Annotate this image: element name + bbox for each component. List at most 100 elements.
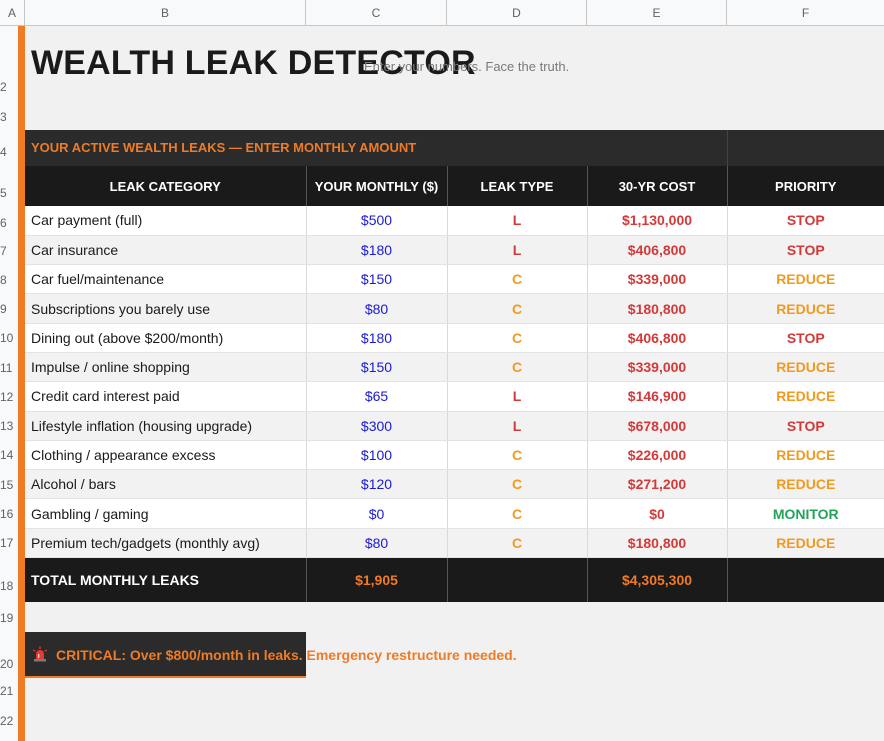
total-type-cell[interactable] [447,557,588,602]
leak-type-cell[interactable]: L [447,235,588,266]
page-subtitle[interactable]: Enter your numbers. Face the truth. [364,59,570,74]
row-header[interactable]: 6 [0,216,7,230]
total-label[interactable]: TOTAL MONTHLY LEAKS [25,557,307,602]
monthly-amount-cell[interactable]: $150 [306,352,448,383]
leak-category-cell[interactable]: Lifestyle inflation (housing upgrade) [25,411,307,441]
row-header[interactable]: 10 [0,331,14,345]
alert-box[interactable] [25,632,306,678]
leak-category-cell[interactable]: Impulse / online shopping [25,352,307,383]
leak-category-cell[interactable]: Clothing / appearance excess [25,440,307,471]
thirty-year-cost-cell[interactable]: $678,000 [587,411,728,441]
priority-cell[interactable]: STOP [727,206,884,236]
total-30yr-cost[interactable]: $4,305,300 [587,557,728,602]
row-header[interactable]: 2 [0,80,7,94]
column-header-d[interactable]: D [447,0,587,26]
priority-cell[interactable]: REDUCE [727,381,884,412]
column-header-c[interactable]: C [306,0,447,26]
column-header-f[interactable]: F [801,6,810,20]
row-header[interactable]: 4 [0,145,7,159]
column-header-e[interactable]: E [587,0,727,26]
header-leak-category[interactable]: LEAK CATEGORY [25,166,307,206]
thirty-year-cost-cell[interactable]: $180,800 [587,293,728,324]
total-monthly[interactable]: $1,905 [306,557,448,602]
row-header[interactable]: 15 [0,478,14,492]
leak-type-cell[interactable]: L [447,206,588,236]
leak-type-cell[interactable]: C [447,264,588,295]
header-priority[interactable]: PRIORITY [727,166,884,206]
priority-cell[interactable]: REDUCE [727,469,884,500]
row-header[interactable]: 12 [0,390,14,404]
leak-type-cell[interactable]: L [447,411,588,441]
leak-category-cell[interactable]: Alcohol / bars [25,469,307,500]
thirty-year-cost-cell[interactable]: $406,800 [587,235,728,266]
leak-type-cell[interactable]: C [447,440,588,471]
monthly-amount-cell[interactable]: $65 [306,381,448,412]
alert-message[interactable]: CRITICAL: Over $800/month in leaks. Emer… [56,647,517,663]
thirty-year-cost-cell[interactable]: $339,000 [587,264,728,295]
row-header[interactable]: 5 [0,186,7,200]
leak-type-cell[interactable]: C [447,352,588,383]
leak-category-cell[interactable]: Gambling / gaming [25,498,307,529]
priority-cell[interactable]: REDUCE [727,528,884,559]
leak-category-cell[interactable]: Dining out (above $200/month) [25,323,307,353]
leak-type-cell[interactable]: C [447,528,588,559]
thirty-year-cost-cell[interactable]: $180,800 [587,528,728,559]
leak-category-cell[interactable]: Premium tech/gadgets (monthly avg) [25,528,307,559]
row-header[interactable]: 18 [0,579,14,593]
monthly-amount-cell[interactable]: $80 [306,528,448,559]
monthly-amount-cell[interactable]: $120 [306,469,448,500]
monthly-amount-cell[interactable]: $0 [306,498,448,529]
monthly-amount-cell[interactable]: $150 [306,264,448,295]
thirty-year-cost-cell[interactable]: $146,900 [587,381,728,412]
monthly-amount-cell[interactable]: $100 [306,440,448,471]
priority-cell[interactable]: MONITOR [727,498,884,529]
leak-type-cell[interactable]: C [447,323,588,353]
thirty-year-cost-cell[interactable]: $339,000 [587,352,728,383]
header-30yr-cost[interactable]: 30-YR COST [587,166,728,206]
leak-category-cell[interactable]: Car insurance [25,235,307,266]
priority-cell[interactable]: REDUCE [727,264,884,295]
priority-cell[interactable]: STOP [727,235,884,266]
row-header[interactable]: 3 [0,110,7,124]
thirty-year-cost-cell[interactable]: $271,200 [587,469,728,500]
priority-cell[interactable]: STOP [727,323,884,353]
row-header[interactable]: 8 [0,273,7,287]
column-header-b[interactable]: B [25,0,306,26]
row-header[interactable]: 11 [0,361,13,375]
leak-type-cell[interactable]: C [447,293,588,324]
leak-category-cell[interactable]: Car payment (full) [25,206,307,236]
header-monthly[interactable]: YOUR MONTHLY ($) [306,166,448,206]
row-header[interactable]: 16 [0,507,14,521]
column-header-a[interactable]: A [0,0,25,26]
thirty-year-cost-cell[interactable]: $0 [587,498,728,529]
leak-category-cell[interactable]: Subscriptions you barely use [25,293,307,324]
row-header[interactable]: 13 [0,419,14,433]
monthly-amount-cell[interactable]: $300 [306,411,448,441]
leak-category-cell[interactable]: Car fuel/maintenance [25,264,307,295]
thirty-year-cost-cell[interactable]: $226,000 [587,440,728,471]
priority-cell[interactable]: STOP [727,411,884,441]
page-title[interactable]: WEALTH LEAK DETECTOR [31,44,476,82]
priority-cell[interactable]: REDUCE [727,293,884,324]
monthly-amount-cell[interactable]: $500 [306,206,448,236]
row-header[interactable]: 9 [0,302,7,316]
row-header[interactable]: 21 [0,684,14,698]
row-header[interactable]: 19 [0,611,14,625]
thirty-year-cost-cell[interactable]: $406,800 [587,323,728,353]
priority-cell[interactable]: REDUCE [727,352,884,383]
row-header[interactable]: 20 [0,657,14,671]
leak-type-cell[interactable]: C [447,469,588,500]
row-header[interactable]: 14 [0,448,14,462]
row-header[interactable]: 17 [0,536,14,550]
section-header-empty-cell[interactable] [727,130,884,166]
monthly-amount-cell[interactable]: $180 [306,235,448,266]
priority-cell[interactable]: REDUCE [727,440,884,471]
row-header[interactable]: 22 [0,714,14,728]
section-header[interactable]: YOUR ACTIVE WEALTH LEAKS — ENTER MONTHLY… [25,130,884,166]
monthly-amount-cell[interactable]: $180 [306,323,448,353]
leak-type-cell[interactable]: C [447,498,588,529]
leak-type-cell[interactable]: L [447,381,588,412]
row-header[interactable]: 7 [0,244,7,258]
header-leak-type[interactable]: LEAK TYPE [447,166,588,206]
thirty-year-cost-cell[interactable]: $1,130,000 [587,206,728,236]
